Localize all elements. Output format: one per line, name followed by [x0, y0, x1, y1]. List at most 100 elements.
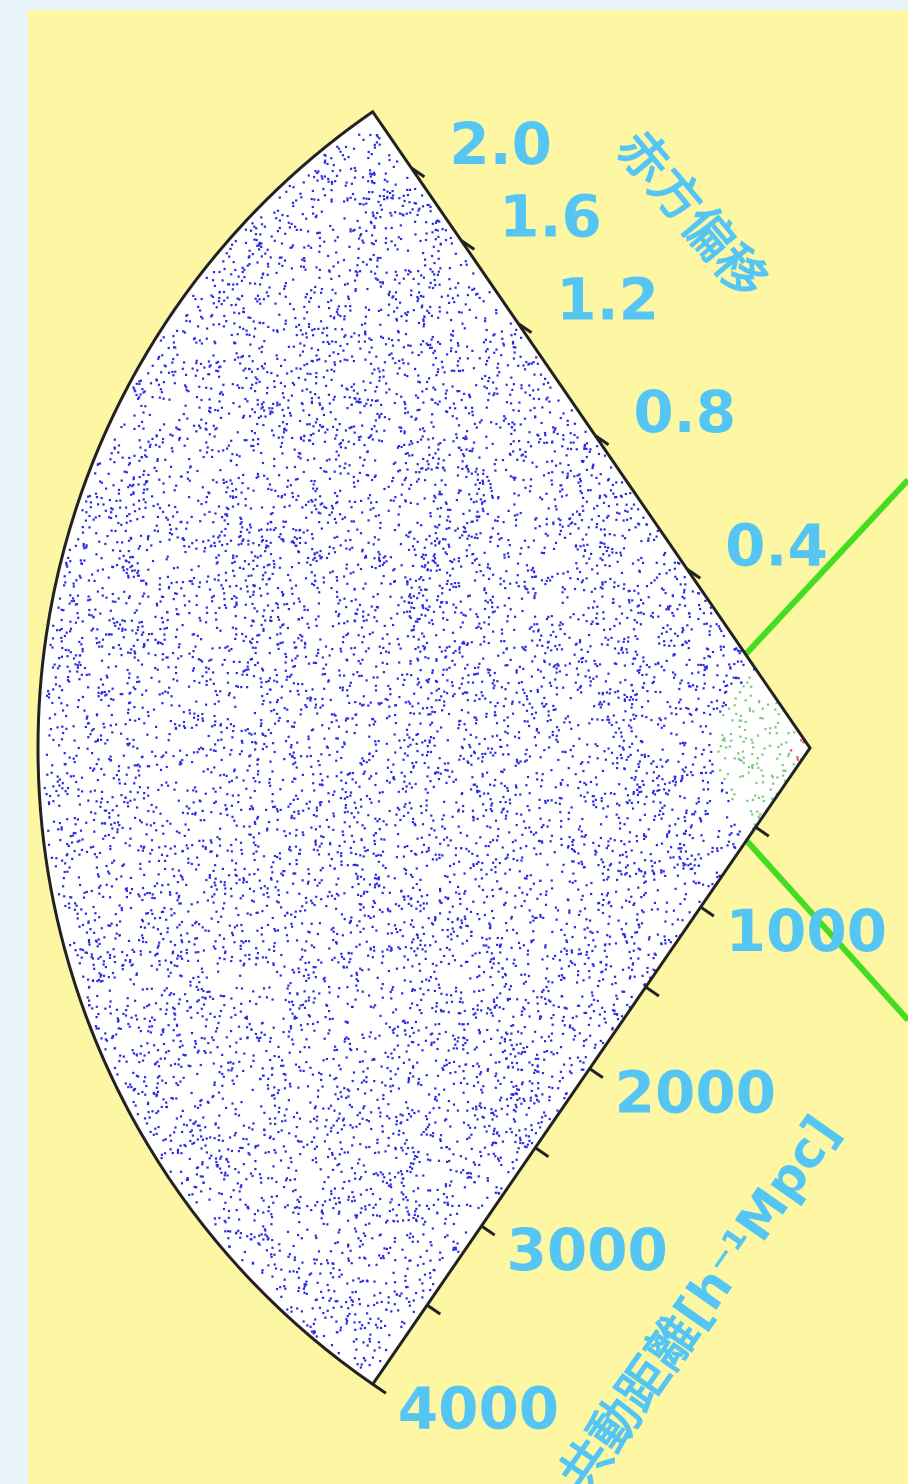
galaxy-dot	[429, 268, 431, 270]
galaxy-dot	[417, 1215, 419, 1217]
galaxy-dot	[584, 549, 586, 551]
galaxy-dot	[355, 853, 357, 855]
galaxy-dot	[316, 1116, 318, 1118]
galaxy-dot	[406, 611, 408, 613]
galaxy-dot	[501, 338, 503, 340]
galaxy-dot	[133, 782, 135, 784]
galaxy-dot	[514, 477, 516, 479]
galaxy-dot	[218, 1139, 220, 1141]
galaxy-dot	[348, 1196, 350, 1198]
galaxy-dot	[415, 1292, 417, 1294]
galaxy-dot	[440, 993, 442, 995]
galaxy-dot	[505, 801, 507, 803]
galaxy-dot	[423, 908, 425, 910]
galaxy-dot	[402, 759, 404, 761]
galaxy-dot	[211, 456, 213, 458]
galaxy-dot	[98, 646, 100, 648]
galaxy-dot	[69, 944, 71, 946]
galaxy-dot	[309, 1101, 311, 1103]
galaxy-dot	[428, 377, 430, 379]
galaxy-dot	[552, 1024, 554, 1026]
galaxy-dot	[618, 817, 620, 819]
galaxy-dot	[277, 607, 279, 609]
galaxy-dot	[401, 992, 403, 994]
galaxy-dot	[525, 361, 527, 363]
galaxy-dot	[601, 719, 603, 721]
galaxy-dot	[603, 1018, 605, 1020]
galaxy-dot	[437, 371, 439, 373]
galaxy-dot	[370, 1031, 372, 1033]
galaxy-dot	[339, 687, 341, 689]
galaxy-dot	[133, 650, 135, 652]
galaxy-dot	[330, 1130, 332, 1132]
galaxy-dot	[329, 865, 331, 867]
galaxy-dot	[354, 177, 356, 179]
galaxy-dot	[475, 694, 477, 696]
galaxy-dot	[378, 439, 380, 441]
galaxy-dot	[272, 793, 274, 795]
galaxy-dot	[310, 827, 312, 829]
galaxy-dot	[446, 572, 448, 574]
galaxy-dot	[395, 1073, 397, 1075]
galaxy-dot	[216, 888, 218, 890]
galaxy-dot	[237, 356, 239, 358]
galaxy-dot	[624, 679, 626, 681]
galaxy-dot	[754, 795, 756, 797]
galaxy-dot	[51, 772, 53, 774]
galaxy-dot	[638, 791, 640, 793]
galaxy-dot	[522, 689, 524, 691]
galaxy-dot	[507, 753, 509, 755]
galaxy-dot	[175, 636, 177, 638]
galaxy-dot	[137, 893, 139, 895]
galaxy-dot	[255, 647, 257, 649]
galaxy-dot	[577, 689, 579, 691]
galaxy-dot	[495, 820, 497, 822]
galaxy-dot	[177, 881, 179, 883]
galaxy-dot	[208, 660, 210, 662]
galaxy-dot	[243, 640, 245, 642]
galaxy-dot	[53, 821, 55, 823]
galaxy-dot	[338, 1352, 340, 1354]
galaxy-dot	[242, 670, 244, 672]
galaxy-dot	[313, 1258, 315, 1260]
galaxy-dot	[546, 968, 548, 970]
galaxy-dot	[546, 986, 548, 988]
galaxy-dot	[472, 816, 474, 818]
galaxy-dot	[463, 393, 465, 395]
galaxy-dot	[596, 606, 598, 608]
galaxy-dot	[396, 1214, 398, 1216]
galaxy-dot	[439, 284, 441, 286]
galaxy-dot	[502, 652, 504, 654]
galaxy-dot	[684, 883, 686, 885]
galaxy-dot	[221, 1073, 223, 1075]
galaxy-dot	[238, 312, 240, 314]
galaxy-dot	[230, 1069, 232, 1071]
galaxy-dot	[219, 957, 221, 959]
galaxy-dot	[204, 929, 206, 931]
galaxy-dot	[316, 655, 318, 657]
galaxy-dot	[400, 1113, 402, 1115]
galaxy-dot	[173, 598, 175, 600]
galaxy-dot	[601, 703, 603, 705]
galaxy-dot	[417, 838, 419, 840]
galaxy-dot	[90, 811, 92, 813]
galaxy-dot	[103, 936, 105, 938]
galaxy-dot	[400, 1121, 402, 1123]
galaxy-dot	[486, 951, 488, 953]
galaxy-dot	[382, 865, 384, 867]
galaxy-dot	[234, 1134, 236, 1136]
galaxy-dot	[295, 499, 297, 501]
galaxy-dot	[402, 1193, 404, 1195]
galaxy-dot	[433, 246, 435, 248]
galaxy-dot	[426, 894, 428, 896]
galaxy-dot	[312, 443, 314, 445]
galaxy-dot	[381, 987, 383, 989]
galaxy-dot	[138, 681, 140, 683]
galaxy-dot	[304, 1046, 306, 1048]
galaxy-dot	[130, 538, 132, 540]
galaxy-dot	[189, 1119, 191, 1121]
galaxy-dot	[175, 608, 177, 610]
galaxy-dot	[370, 1089, 372, 1091]
galaxy-dot	[353, 332, 355, 334]
galaxy-dot	[445, 896, 447, 898]
